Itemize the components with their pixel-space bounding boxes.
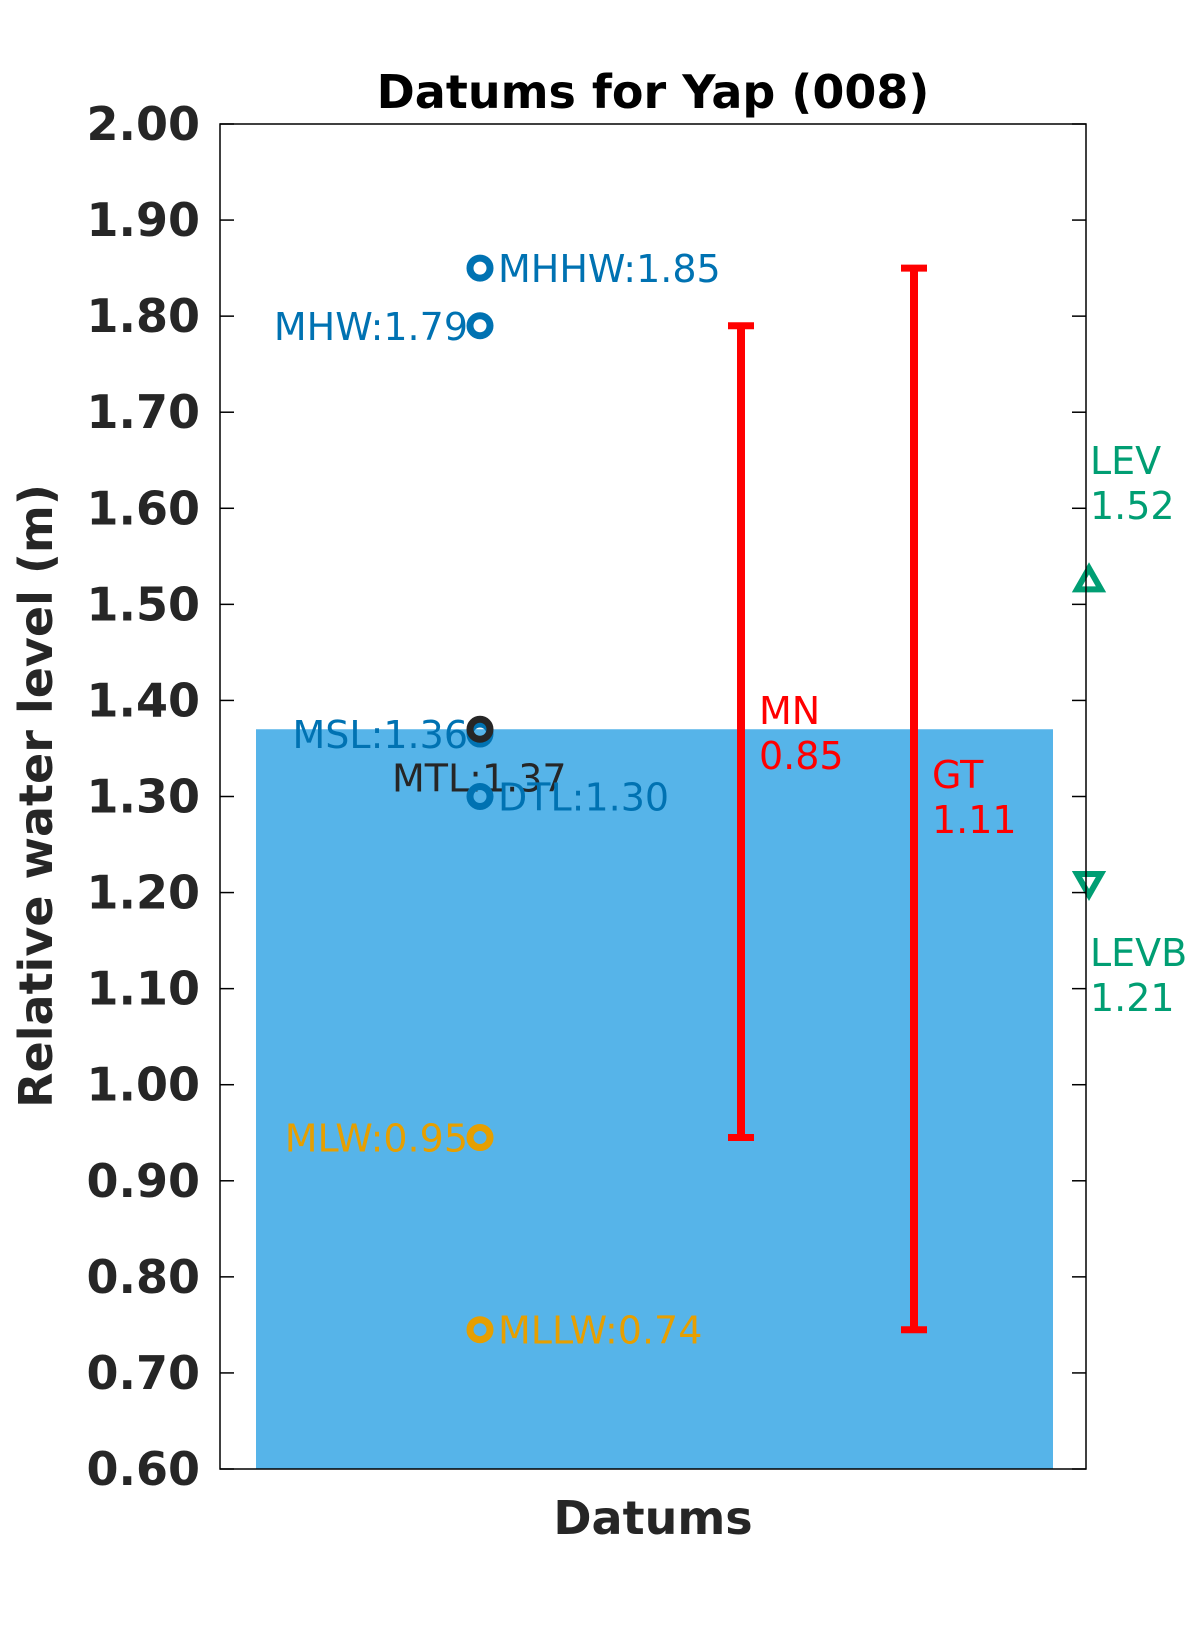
datum-label: DTL:1.30 [498, 776, 669, 820]
range-name-label: MN [759, 689, 820, 733]
y-tick-label: 1.20 [87, 866, 201, 920]
y-axis-label: Relative water level (m) [9, 484, 63, 1108]
y-tick-label: 2.00 [87, 97, 201, 151]
y-tick-label: 1.00 [87, 1058, 201, 1112]
range-value-label: 0.85 [759, 734, 844, 778]
range-value-label: 1.11 [932, 798, 1017, 842]
y-tick-label: 0.60 [87, 1442, 201, 1496]
level-marker-levb [1071, 870, 1107, 902]
datum-marker [466, 1316, 494, 1344]
y-tick-label: 1.50 [87, 577, 201, 631]
y-tick-label: 1.80 [87, 289, 201, 343]
level-marker-lev [1071, 562, 1107, 593]
chart-title: Datums for Yap (008) [377, 65, 930, 119]
level-name-label: LEVB [1090, 931, 1187, 975]
x-axis-label: Datums [553, 1491, 752, 1545]
y-tick-label: 0.70 [87, 1346, 201, 1400]
range-name-label: GT [932, 753, 984, 797]
datum-marker [466, 312, 494, 340]
level-name-label: LEV [1090, 439, 1161, 483]
y-tick-label: 1.30 [87, 770, 201, 824]
y-axis-ticks: 0.60 0.70 0.80 0.90 1.00 1.10 1.20 1.30 1.40 1.50… [87, 97, 1086, 1496]
y-tick-label: 1.60 [87, 481, 201, 535]
mean-level-bar [256, 729, 1053, 1469]
datum-label: MLW:0.95 [285, 1117, 468, 1161]
y-tick-label: 1.40 [87, 673, 201, 727]
datum-label: MHHW:1.85 [498, 247, 721, 291]
y-tick-label: 1.70 [87, 385, 201, 439]
datum-label: MSL:1.36 [293, 713, 469, 757]
y-tick-label: 0.80 [87, 1250, 201, 1304]
y-tick-label: 1.90 [87, 193, 201, 247]
level-value-label: 1.21 [1090, 976, 1175, 1020]
datum-marker [466, 715, 494, 743]
level-value-label: 1.52 [1090, 484, 1175, 528]
datum-marker [466, 1124, 494, 1152]
datum-label: MHW:1.79 [274, 305, 468, 349]
y-tick-label: 0.90 [87, 1154, 201, 1208]
datum-marker [466, 254, 494, 282]
datum-label: MLLW:0.74 [498, 1309, 702, 1353]
plot-frame [219, 123, 1087, 1470]
datum-marker [466, 783, 494, 810]
y-tick-label: 1.10 [87, 962, 201, 1016]
datum-label: MTL:1.37 [392, 756, 567, 800]
